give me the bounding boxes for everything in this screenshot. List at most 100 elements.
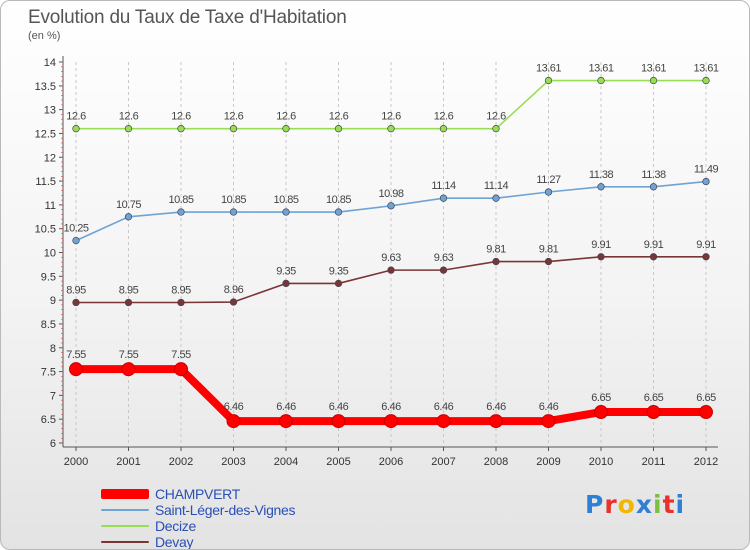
series-champvert: 7.55 7.55 7.55 6.46 6.46 6.46 6.46 6.46 6.46 6.46…: [66, 349, 717, 429]
x-tick-label: 2008: [484, 456, 508, 468]
legend-label: Saint-Léger-des-Vignes: [155, 502, 296, 518]
data-label: 9.91: [644, 239, 664, 251]
data-label: 6.46: [224, 401, 244, 413]
data-point: [69, 362, 83, 377]
chart-title: Evolution du Taux de Taxe d'Habitation: [28, 7, 347, 28]
data-label: 12.6: [119, 111, 139, 123]
x-tick-label: 2010: [589, 456, 613, 468]
data-point: [544, 76, 553, 85]
data-point: [124, 213, 133, 221]
legend-label: CHAMPVERT: [155, 486, 240, 502]
data-label: 10.25: [63, 223, 88, 235]
legend-swatch: [101, 541, 149, 543]
x-tick-label: 2005: [326, 456, 350, 468]
data-label: 9.35: [276, 265, 296, 277]
data-point: [439, 125, 448, 133]
data-label: 12.6: [276, 111, 296, 123]
x-tick-label: 2007: [431, 456, 455, 468]
data-point: [121, 362, 136, 377]
data-point: [282, 279, 290, 288]
data-label: 9.63: [434, 252, 454, 264]
y-tick-label: 12.5: [35, 128, 56, 140]
data-point: [387, 125, 395, 133]
y-tick-label: 11.5: [35, 176, 56, 188]
data-point: [229, 298, 238, 306]
data-point: [597, 76, 605, 85]
data-point: [229, 125, 238, 133]
data-label: 6.46: [329, 401, 349, 413]
y-tick-label: 10.5: [35, 224, 56, 236]
data-label: 8.95: [66, 285, 86, 297]
logo-letter: P: [585, 490, 605, 519]
data-label: 10.85: [221, 194, 246, 206]
y-tick-label: 6.5: [41, 414, 56, 426]
data-point: [702, 177, 710, 186]
x-tick-label: 2009: [536, 456, 560, 468]
x-tick-label: 2000: [64, 456, 88, 468]
legend-label: Devay: [155, 534, 194, 550]
data-label: 11.38: [589, 169, 614, 181]
data-label: 11.49: [694, 164, 719, 176]
logo-letter: i: [675, 490, 686, 519]
data-label: 12.6: [434, 111, 454, 123]
data-point: [177, 298, 185, 307]
y-tick-label: 13: [44, 105, 56, 117]
logo-letter: t: [662, 490, 676, 519]
series-decize: 12.6 12.6 12.6 12.6 12.6 12.6 12.6 12.6 12.6 13.6…: [66, 63, 719, 133]
chart-unit-label: (en %): [28, 30, 61, 42]
data-label: 12.6: [381, 111, 401, 123]
data-point: [334, 279, 343, 288]
data-point: [597, 253, 605, 261]
x-tick-label: 2001: [116, 456, 140, 468]
data-label: 13.61: [641, 63, 666, 75]
data-label: 6.46: [539, 401, 559, 413]
data-label: 6.46: [434, 401, 454, 413]
data-label: 12.6: [66, 111, 86, 123]
data-label: 10.85: [168, 194, 193, 206]
data-point: [229, 208, 238, 216]
data-point: [72, 125, 80, 133]
data-point: [282, 208, 290, 216]
data-label: 10.98: [378, 188, 403, 200]
data-point: [492, 257, 500, 266]
data-point: [594, 405, 608, 420]
data-label: 13.61: [588, 63, 613, 75]
data-point: [646, 405, 661, 420]
logo-letter: x: [635, 490, 653, 519]
x-tick-label: 2012: [694, 456, 718, 468]
data-label: 9.91: [696, 239, 716, 251]
data-label: 7.55: [119, 349, 139, 361]
data-point: [226, 414, 241, 429]
data-point: [282, 125, 290, 133]
data-point: [541, 414, 556, 429]
series-saint-l-ger-des-vignes: 10.25 10.75 10.85 10.85 10.85 10.85 10.98 11.14…: [63, 164, 719, 245]
legend-swatch: [101, 525, 149, 527]
data-label: 13.61: [693, 63, 718, 75]
series-devay: 8.95 8.95 8.95 8.96 9.35 9.35 9.63 9.63 9.81 9.81…: [66, 239, 717, 307]
data-point: [331, 414, 346, 429]
data-label: 6.65: [644, 392, 664, 404]
data-point: [597, 183, 605, 191]
data-point: [702, 253, 710, 261]
data-point: [124, 298, 133, 307]
data-point: [439, 194, 448, 202]
y-tick-label: 7.5: [41, 367, 56, 379]
data-point: [387, 202, 395, 210]
x-tick-label: 2002: [169, 456, 193, 468]
y-tick-label: 14: [44, 57, 56, 69]
data-label: 11.38: [641, 169, 666, 181]
data-label: 7.55: [171, 349, 191, 361]
data-point: [649, 183, 658, 191]
data-point: [492, 125, 500, 133]
data-label: 12.6: [224, 111, 244, 123]
data-label: 9.91: [591, 239, 611, 251]
data-label: 9.63: [381, 252, 401, 264]
legend-swatch: [101, 489, 149, 499]
data-label: 6.46: [381, 401, 401, 413]
data-point: [436, 414, 451, 429]
data-point: [489, 414, 503, 429]
y-tick-label: 13.5: [35, 81, 56, 93]
data-label: 6.65: [591, 392, 611, 404]
data-point: [279, 414, 293, 429]
data-point: [649, 76, 658, 85]
